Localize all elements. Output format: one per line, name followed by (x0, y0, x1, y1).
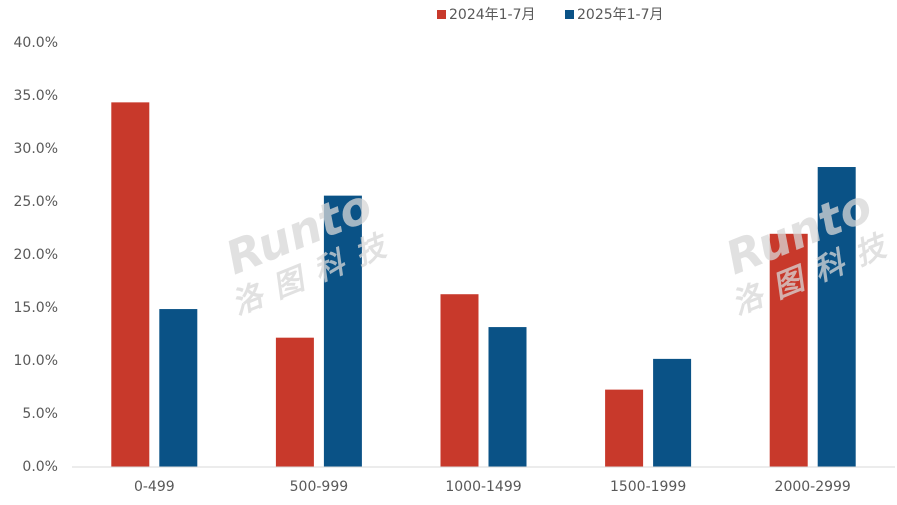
bar (817, 167, 856, 467)
bar (440, 294, 479, 467)
y-tick-label: 25.0% (14, 194, 58, 210)
bar (605, 389, 644, 467)
x-tick-label: 1500-1999 (610, 479, 686, 495)
y-tick-label: 40.0% (14, 35, 58, 51)
legend-swatch (565, 10, 574, 19)
y-tick-label: 10.0% (14, 353, 58, 369)
x-tick-label: 2000-2999 (775, 479, 851, 495)
legend-label: 2024年1-7月 (449, 7, 536, 23)
x-tick-label: 500-999 (290, 479, 349, 495)
bar (488, 327, 527, 467)
y-tick-label: 0.0% (22, 459, 58, 475)
y-tick-label: 35.0% (14, 88, 58, 104)
x-tick-label: 1000-1499 (445, 479, 521, 495)
bar (769, 233, 808, 467)
x-tick-label: 0-499 (134, 479, 175, 495)
y-tick-label: 5.0% (22, 406, 58, 422)
legend-label: 2025年1-7月 (577, 7, 664, 23)
bar (275, 337, 314, 467)
y-tick-label: 15.0% (14, 300, 58, 316)
legend-swatch (437, 10, 446, 19)
bar (653, 358, 692, 467)
bar (111, 102, 150, 468)
y-tick-label: 30.0% (14, 141, 58, 157)
bar (323, 195, 362, 467)
bar (159, 309, 198, 467)
y-tick-label: 20.0% (14, 247, 58, 263)
